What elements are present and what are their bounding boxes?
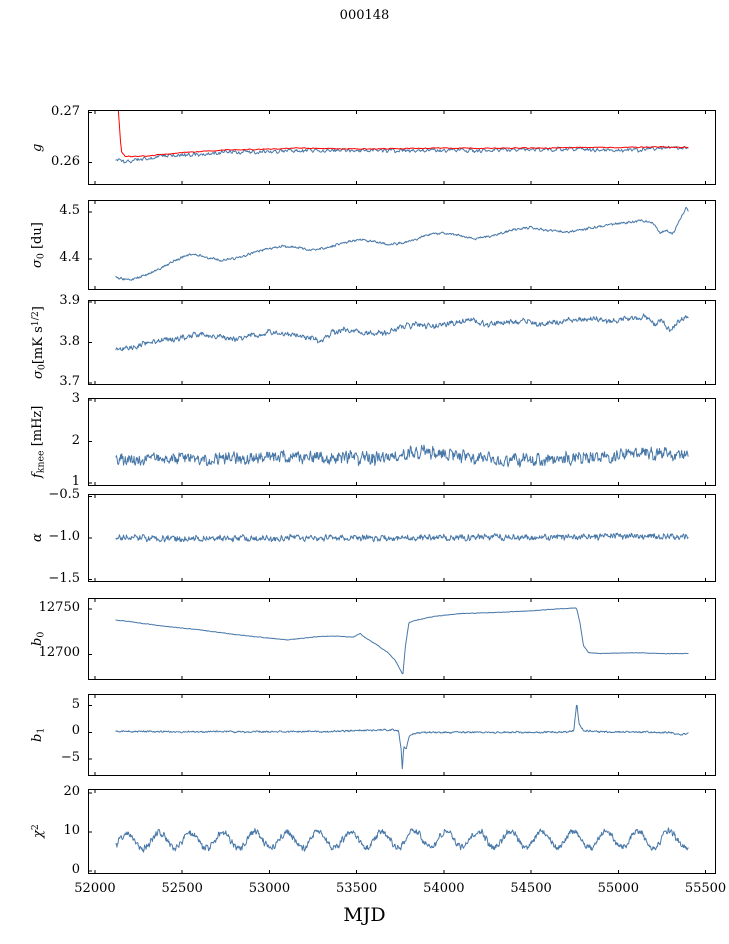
y-tick-label: 0.26 xyxy=(51,153,80,169)
panel-frame xyxy=(88,494,716,582)
x-tick-label: 54000 xyxy=(423,881,465,896)
x-tick-label: 53500 xyxy=(335,881,378,896)
series-alpha xyxy=(115,532,689,543)
y-tick-label: 4.4 xyxy=(59,250,80,266)
figure-title: 000148 xyxy=(339,8,390,23)
series-b0 xyxy=(115,607,689,675)
series-b1 xyxy=(115,704,689,770)
series-g-noisy xyxy=(115,145,689,164)
y-tick-label: 12700 xyxy=(38,645,80,661)
panel-frame xyxy=(88,200,716,290)
y-tick-label: −5 xyxy=(60,749,80,765)
y-axis-label-b0: b0 xyxy=(30,631,47,647)
y-tick-label: 0 xyxy=(71,861,80,877)
y-tick-label: 3.8 xyxy=(59,333,80,349)
panel-g xyxy=(88,110,716,185)
panel-b1 xyxy=(88,694,716,776)
panel-sigma0_du xyxy=(88,200,716,290)
y-tick-label: 0.27 xyxy=(51,103,80,119)
x-tick-label: 54500 xyxy=(510,881,552,896)
y-tick-label: 5 xyxy=(71,696,80,712)
panel-sigma0_mK xyxy=(88,300,716,385)
y-axis-label-alpha: α xyxy=(30,533,45,543)
y-tick-label: 4.5 xyxy=(59,202,80,218)
x-tick-label: 52500 xyxy=(161,881,203,896)
panel-b0 xyxy=(88,598,716,680)
y-tick-label: −0.5 xyxy=(48,487,80,503)
y-tick-label: 10 xyxy=(63,822,80,838)
y-axis-label-g: g xyxy=(30,143,45,152)
panel-frame xyxy=(88,598,716,680)
series-f-knee xyxy=(115,444,689,468)
y-axis-label-chi2: χ2 xyxy=(30,824,47,839)
series-chi2 xyxy=(115,827,689,853)
y-tick-label: 12750 xyxy=(38,599,80,615)
x-tick-label: 53000 xyxy=(248,881,291,896)
series-sigma0-mK xyxy=(115,313,689,352)
panel-frame xyxy=(88,789,716,874)
x-tick-label: 52000 xyxy=(74,881,116,896)
panel-f_knee xyxy=(88,398,716,486)
x-tick-label: 55000 xyxy=(597,881,639,896)
y-axis-label-b1: b1 xyxy=(30,727,47,743)
y-tick-label: 0 xyxy=(71,723,80,739)
panel-frame xyxy=(88,110,716,185)
panel-chi2 xyxy=(88,789,716,874)
x-tick-label: 55500 xyxy=(684,881,727,896)
y-tick-label: 2 xyxy=(71,432,80,448)
panel-frame xyxy=(88,398,716,486)
y-axis-label-sigma0_mK: σ0[mK s1/2] xyxy=(30,306,48,379)
y-tick-label: 3.7 xyxy=(59,373,80,389)
y-tick-label: 3 xyxy=(71,391,80,407)
y-tick-label: 1 xyxy=(71,474,80,490)
panel-frame xyxy=(88,300,716,385)
y-tick-label: −1.0 xyxy=(48,529,80,544)
y-tick-label: 3.9 xyxy=(59,293,80,309)
y-axis-label-f_knee: fknee [mHz] xyxy=(30,405,47,479)
series-g-smooth-overlay xyxy=(117,111,689,158)
series-sigma0-du xyxy=(115,206,689,281)
y-tick-label: −1.5 xyxy=(48,570,80,586)
panel-frame xyxy=(88,694,716,776)
y-axis-label-sigma0_du: σ0 [du] xyxy=(30,222,47,268)
y-tick-label: 20 xyxy=(63,783,80,799)
x-axis-label: MJD xyxy=(343,904,386,926)
panel-alpha xyxy=(88,494,716,582)
